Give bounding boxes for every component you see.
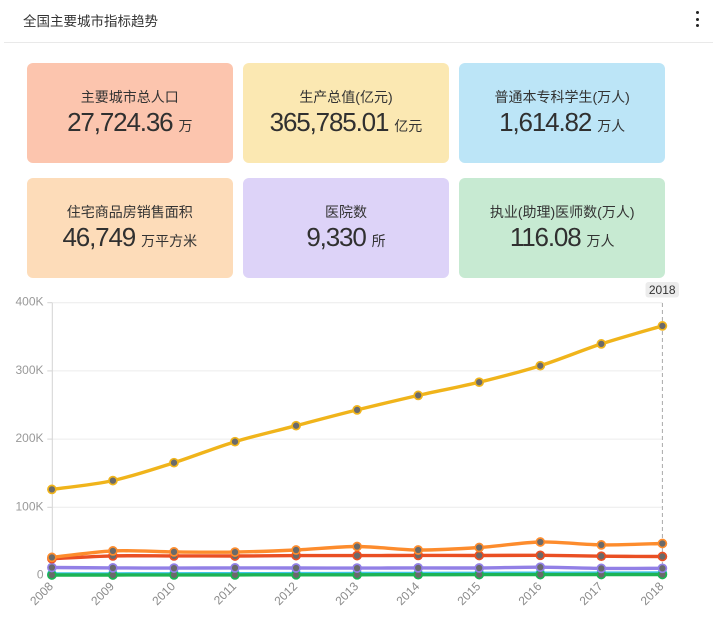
svg-text:2017: 2017 — [577, 579, 606, 608]
svg-text:2009: 2009 — [88, 579, 117, 608]
svg-text:2018: 2018 — [638, 579, 667, 608]
svg-text:2013: 2013 — [332, 579, 361, 608]
svg-text:100K: 100K — [15, 499, 43, 513]
svg-text:200K: 200K — [15, 431, 43, 445]
svg-text:2014: 2014 — [394, 579, 423, 608]
svg-text:2012: 2012 — [271, 579, 300, 608]
svg-text:2015: 2015 — [455, 579, 484, 608]
svg-text:400K: 400K — [15, 295, 43, 309]
svg-text:2008: 2008 — [27, 579, 56, 608]
svg-text:300K: 300K — [15, 363, 43, 377]
svg-text:2010: 2010 — [149, 579, 178, 608]
svg-text:0: 0 — [37, 568, 44, 582]
svg-text:2018: 2018 — [649, 283, 676, 297]
svg-text:2016: 2016 — [516, 579, 545, 608]
svg-text:2011: 2011 — [211, 579, 239, 607]
